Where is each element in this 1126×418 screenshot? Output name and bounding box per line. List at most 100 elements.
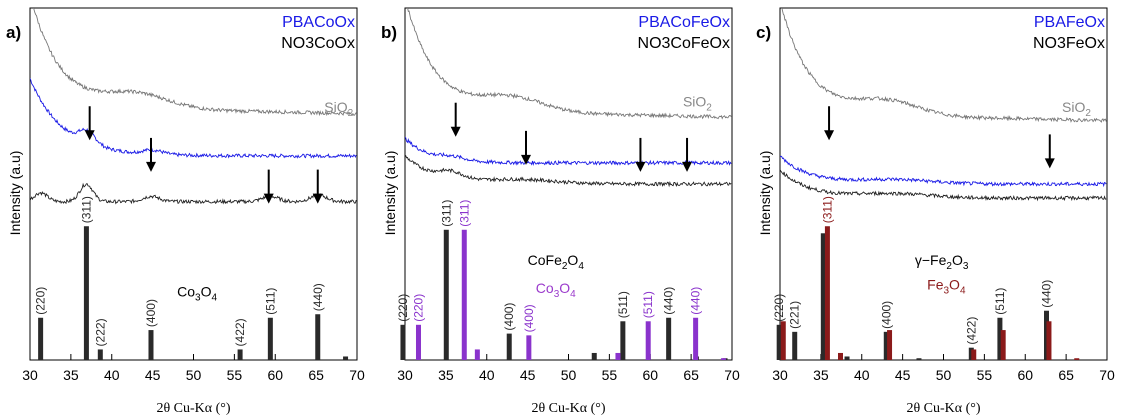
reference-bar (666, 317, 672, 360)
peak-arrow-head (520, 154, 531, 165)
panel-label: b) (381, 23, 397, 42)
peak-arrow-head (312, 193, 323, 204)
series-line (405, 136, 732, 167)
hkl-label: (400) (522, 304, 536, 332)
reference-bar (776, 324, 782, 360)
x-tick-label: 50 (936, 367, 952, 383)
reference-bar (1046, 321, 1052, 360)
x-tick-label: 55 (227, 367, 243, 383)
reference-bar (620, 321, 626, 360)
compound-annotation: Co3O4 (177, 284, 217, 304)
x-tick-label: 50 (561, 367, 577, 383)
legend-entry: NO3CoOx (281, 35, 355, 52)
plot-frame (404, 7, 733, 361)
x-tick-label: 65 (308, 367, 324, 383)
hkl-label: (400) (502, 303, 516, 331)
reference-bar (645, 321, 651, 360)
reference-bar (883, 331, 889, 360)
x-tick-label: 70 (724, 367, 740, 383)
hkl-label: (220) (34, 287, 48, 315)
peak-arrow-head (824, 130, 835, 141)
hkl-label: (422) (964, 317, 978, 345)
hkl-label: (440) (662, 287, 676, 315)
x-axis-label: 2θ Cu-Kα (°) (156, 401, 230, 416)
x-tick-label: 45 (145, 367, 161, 383)
panel-label: a) (6, 23, 21, 42)
peak-arrow-head (450, 126, 461, 137)
peak-arrow-head (1044, 158, 1055, 169)
x-tick-label: 60 (267, 367, 283, 383)
reference-bar (780, 321, 786, 360)
compound-annotation: SiO2 (1062, 99, 1091, 119)
compound-annotation: SiO2 (324, 99, 353, 119)
reference-bar (844, 356, 850, 360)
reference-bar (461, 229, 467, 360)
x-tick-label: 45 (895, 367, 911, 383)
series-line (780, 169, 1107, 202)
reference-bar (693, 317, 699, 360)
legend-entry: PBACoFeOx (638, 14, 730, 31)
hkl-label: (220) (411, 294, 425, 322)
reference-bar (526, 335, 532, 360)
series-line (780, 155, 1107, 188)
hkl-label: (222) (93, 318, 107, 346)
hkl-label: (221) (788, 301, 802, 329)
hkl-label: (400) (144, 299, 158, 327)
peak-arrow-head (263, 193, 274, 204)
reference-bar (824, 226, 830, 360)
hkl-label: (311) (457, 200, 471, 227)
x-tick-label: 70 (1099, 367, 1115, 383)
hkl-label: (400) (879, 301, 893, 329)
peak-arrow-head (682, 161, 693, 172)
reference-bar (720, 358, 726, 360)
peak-arrow-head (84, 130, 95, 141)
compound-annotation: γ−Fe2O3 (915, 252, 969, 272)
reference-bar (615, 352, 621, 360)
hkl-label: (220) (396, 294, 410, 322)
hkl-label: (511) (263, 288, 277, 315)
x-tick-label: 45 (520, 367, 536, 383)
x-tick-label: 65 (683, 367, 699, 383)
peak-arrow-head (635, 161, 646, 172)
series-line (781, 8, 1107, 123)
x-axis-label: 2θ Cu-Kα (°) (531, 401, 605, 416)
reference-bar (83, 226, 89, 360)
x-tick-label: 55 (602, 367, 618, 383)
legend-entry: PBACoOx (282, 14, 355, 31)
reference-bar (792, 331, 798, 360)
x-tick-label: 40 (854, 367, 870, 383)
reference-bar (237, 349, 243, 360)
compound-annotation: SiO2 (683, 94, 712, 114)
panel-c: 30 35 40 45 50 55 60 65 70 2θ Cu-Kα (°) Intensity … (756, 7, 1115, 416)
reference-bar (474, 349, 480, 360)
reference-bar (971, 349, 977, 360)
legend-entry: PBAFeOx (1034, 14, 1105, 31)
hkl-label: (511) (641, 291, 655, 318)
reference-bar (97, 349, 103, 360)
x-tick-label: 50 (186, 367, 202, 383)
series-line (30, 78, 357, 159)
hkl-label: (311) (439, 200, 453, 227)
plot-frame (29, 7, 358, 361)
x-tick-label: 60 (1017, 367, 1033, 383)
x-tick-label: 30 (22, 367, 38, 383)
x-tick-label: 60 (642, 367, 658, 383)
x-tick-label: 35 (63, 367, 79, 383)
reference-bar (315, 314, 321, 360)
x-tick-label: 55 (977, 367, 993, 383)
hkl-label: (220) (772, 294, 786, 322)
x-axis-label: 2θ Cu-Kα (°) (906, 401, 980, 416)
panel-a: 30 35 40 45 50 55 60 65 70 2θ Cu-Kα (°) Intensity … (6, 7, 365, 416)
reference-bar (267, 317, 273, 360)
hkl-label: (422) (233, 318, 247, 346)
reference-bar (997, 317, 1003, 360)
y-axis-label: Intensity (a.u) (7, 151, 23, 236)
y-axis-label: Intensity (a.u) (757, 151, 773, 236)
series-line (407, 8, 732, 120)
hkl-label: (511) (616, 291, 630, 318)
reference-bar (916, 358, 922, 360)
y-axis-label: Intensity (a.u) (382, 151, 398, 236)
x-tick-label: 30 (772, 367, 788, 383)
x-tick-label: 30 (397, 367, 413, 383)
x-tick-label: 35 (438, 367, 454, 383)
